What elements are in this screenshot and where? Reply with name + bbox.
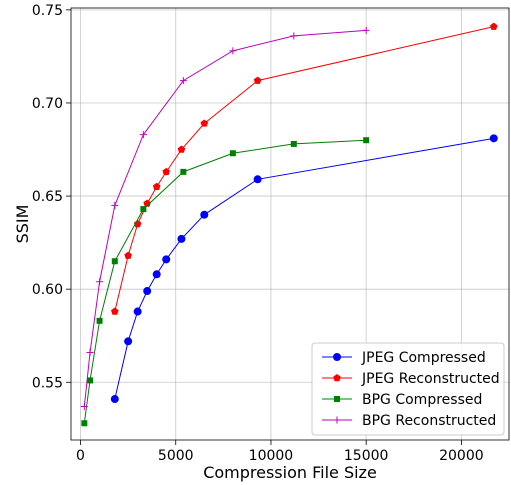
data-point-jpeg-compressed xyxy=(200,210,209,219)
legend-marker-bpg-reconstructed xyxy=(333,416,341,424)
data-point-bpg-reconstructed xyxy=(80,402,88,410)
data-point-jpeg-compressed xyxy=(110,395,119,404)
legend-entry-bpg-compressed: BPG Compressed xyxy=(322,392,482,408)
data-point-bpg-reconstructed xyxy=(229,47,237,55)
data-point-jpeg-reconstructed xyxy=(162,167,171,176)
series-jpeg-reconstructed xyxy=(111,22,498,315)
x-tick-label: 10000 xyxy=(249,448,294,464)
data-point-jpeg-compressed xyxy=(124,337,133,346)
y-tick-label: 0.70 xyxy=(32,96,63,112)
legend-label-bpg-reconstructed: BPG Reconstructed xyxy=(362,413,496,429)
data-point-bpg-compressed xyxy=(290,140,297,147)
data-point-jpeg-compressed xyxy=(143,287,152,296)
data-point-bpg-reconstructed xyxy=(139,131,147,139)
series-lines xyxy=(80,22,498,427)
y-tick-label: 0.65 xyxy=(32,189,63,205)
series-bpg-compressed xyxy=(81,137,370,427)
axes xyxy=(66,7,510,445)
data-point-bpg-compressed xyxy=(87,377,94,384)
legend-marker-bpg-compressed xyxy=(334,396,340,402)
legend-entry-bpg-reconstructed: BPG Reconstructed xyxy=(322,413,496,429)
series-line-jpeg-compressed xyxy=(114,137,494,400)
x-tick-label: 20000 xyxy=(439,448,484,464)
data-point-jpeg-reconstructed xyxy=(143,199,151,207)
data-point-bpg-reconstructed xyxy=(111,201,119,209)
legend-label-jpeg-compressed: JPEG Compressed xyxy=(361,350,486,366)
legend-label-jpeg-reconstructed: JPEG Reconstructed xyxy=(361,371,500,387)
data-point-jpeg-compressed xyxy=(253,175,262,184)
data-point-bpg-compressed xyxy=(81,420,88,427)
y-tick-label: 0.75 xyxy=(32,3,63,19)
data-point-bpg-compressed xyxy=(180,168,187,175)
legend-entry-jpeg-reconstructed: JPEG Reconstructed xyxy=(322,371,500,387)
data-point-jpeg-compressed xyxy=(133,307,142,316)
legend-box xyxy=(311,342,505,436)
data-point-bpg-reconstructed xyxy=(86,348,94,356)
data-point-jpeg-compressed xyxy=(177,234,186,243)
legend-marker-jpeg-reconstructed xyxy=(333,374,341,382)
data-point-jpeg-reconstructed xyxy=(111,307,119,315)
data-point-jpeg-compressed xyxy=(152,270,161,279)
legend: JPEG Compressed JPEG Reconstructed BPG Com… xyxy=(311,342,505,436)
data-point-bpg-compressed xyxy=(96,317,103,324)
plot-frame xyxy=(70,7,510,441)
x-tick-label: 5000 xyxy=(158,448,194,464)
data-point-jpeg-reconstructed xyxy=(152,182,161,190)
data-point-jpeg-compressed xyxy=(162,255,171,264)
data-point-jpeg-reconstructed xyxy=(489,22,498,30)
data-point-jpeg-reconstructed xyxy=(253,76,262,84)
data-point-jpeg-reconstructed xyxy=(124,251,132,259)
data-point-bpg-reconstructed xyxy=(362,26,370,34)
legend-entry-jpeg-compressed: JPEG Compressed xyxy=(322,350,486,366)
series-bpg-reconstructed xyxy=(80,26,370,410)
tick-labels: 0 5000 10000 15000 20000 0.55 0.60 0.65 0.70 0.75 xyxy=(32,3,484,464)
data-point-jpeg-reconstructed xyxy=(177,145,186,153)
y-tick-label: 0.55 xyxy=(32,375,63,391)
data-point-jpeg-reconstructed xyxy=(133,220,142,228)
y-tick-label: 0.60 xyxy=(32,282,63,298)
y-axis-label: SSIM xyxy=(13,205,32,244)
legend-marker-jpeg-compressed xyxy=(333,353,341,361)
data-point-bpg-reconstructed xyxy=(290,32,298,40)
data-point-bpg-compressed xyxy=(229,150,236,157)
x-axis-label: Compression File Size xyxy=(203,463,377,482)
data-point-jpeg-reconstructed xyxy=(200,119,209,127)
series-jpeg-compressed xyxy=(110,134,498,404)
data-point-bpg-compressed xyxy=(140,206,147,213)
data-point-jpeg-compressed xyxy=(489,134,498,143)
data-point-bpg-compressed xyxy=(111,258,118,265)
x-tick-label: 15000 xyxy=(344,448,389,464)
x-tick-label: 0 xyxy=(76,448,85,464)
series-line-jpeg-reconstructed xyxy=(114,26,494,312)
legend-label-bpg-compressed: BPG Compressed xyxy=(362,392,482,408)
data-point-bpg-compressed xyxy=(363,137,370,144)
data-point-bpg-reconstructed xyxy=(179,77,187,85)
data-point-bpg-reconstructed xyxy=(96,278,104,286)
